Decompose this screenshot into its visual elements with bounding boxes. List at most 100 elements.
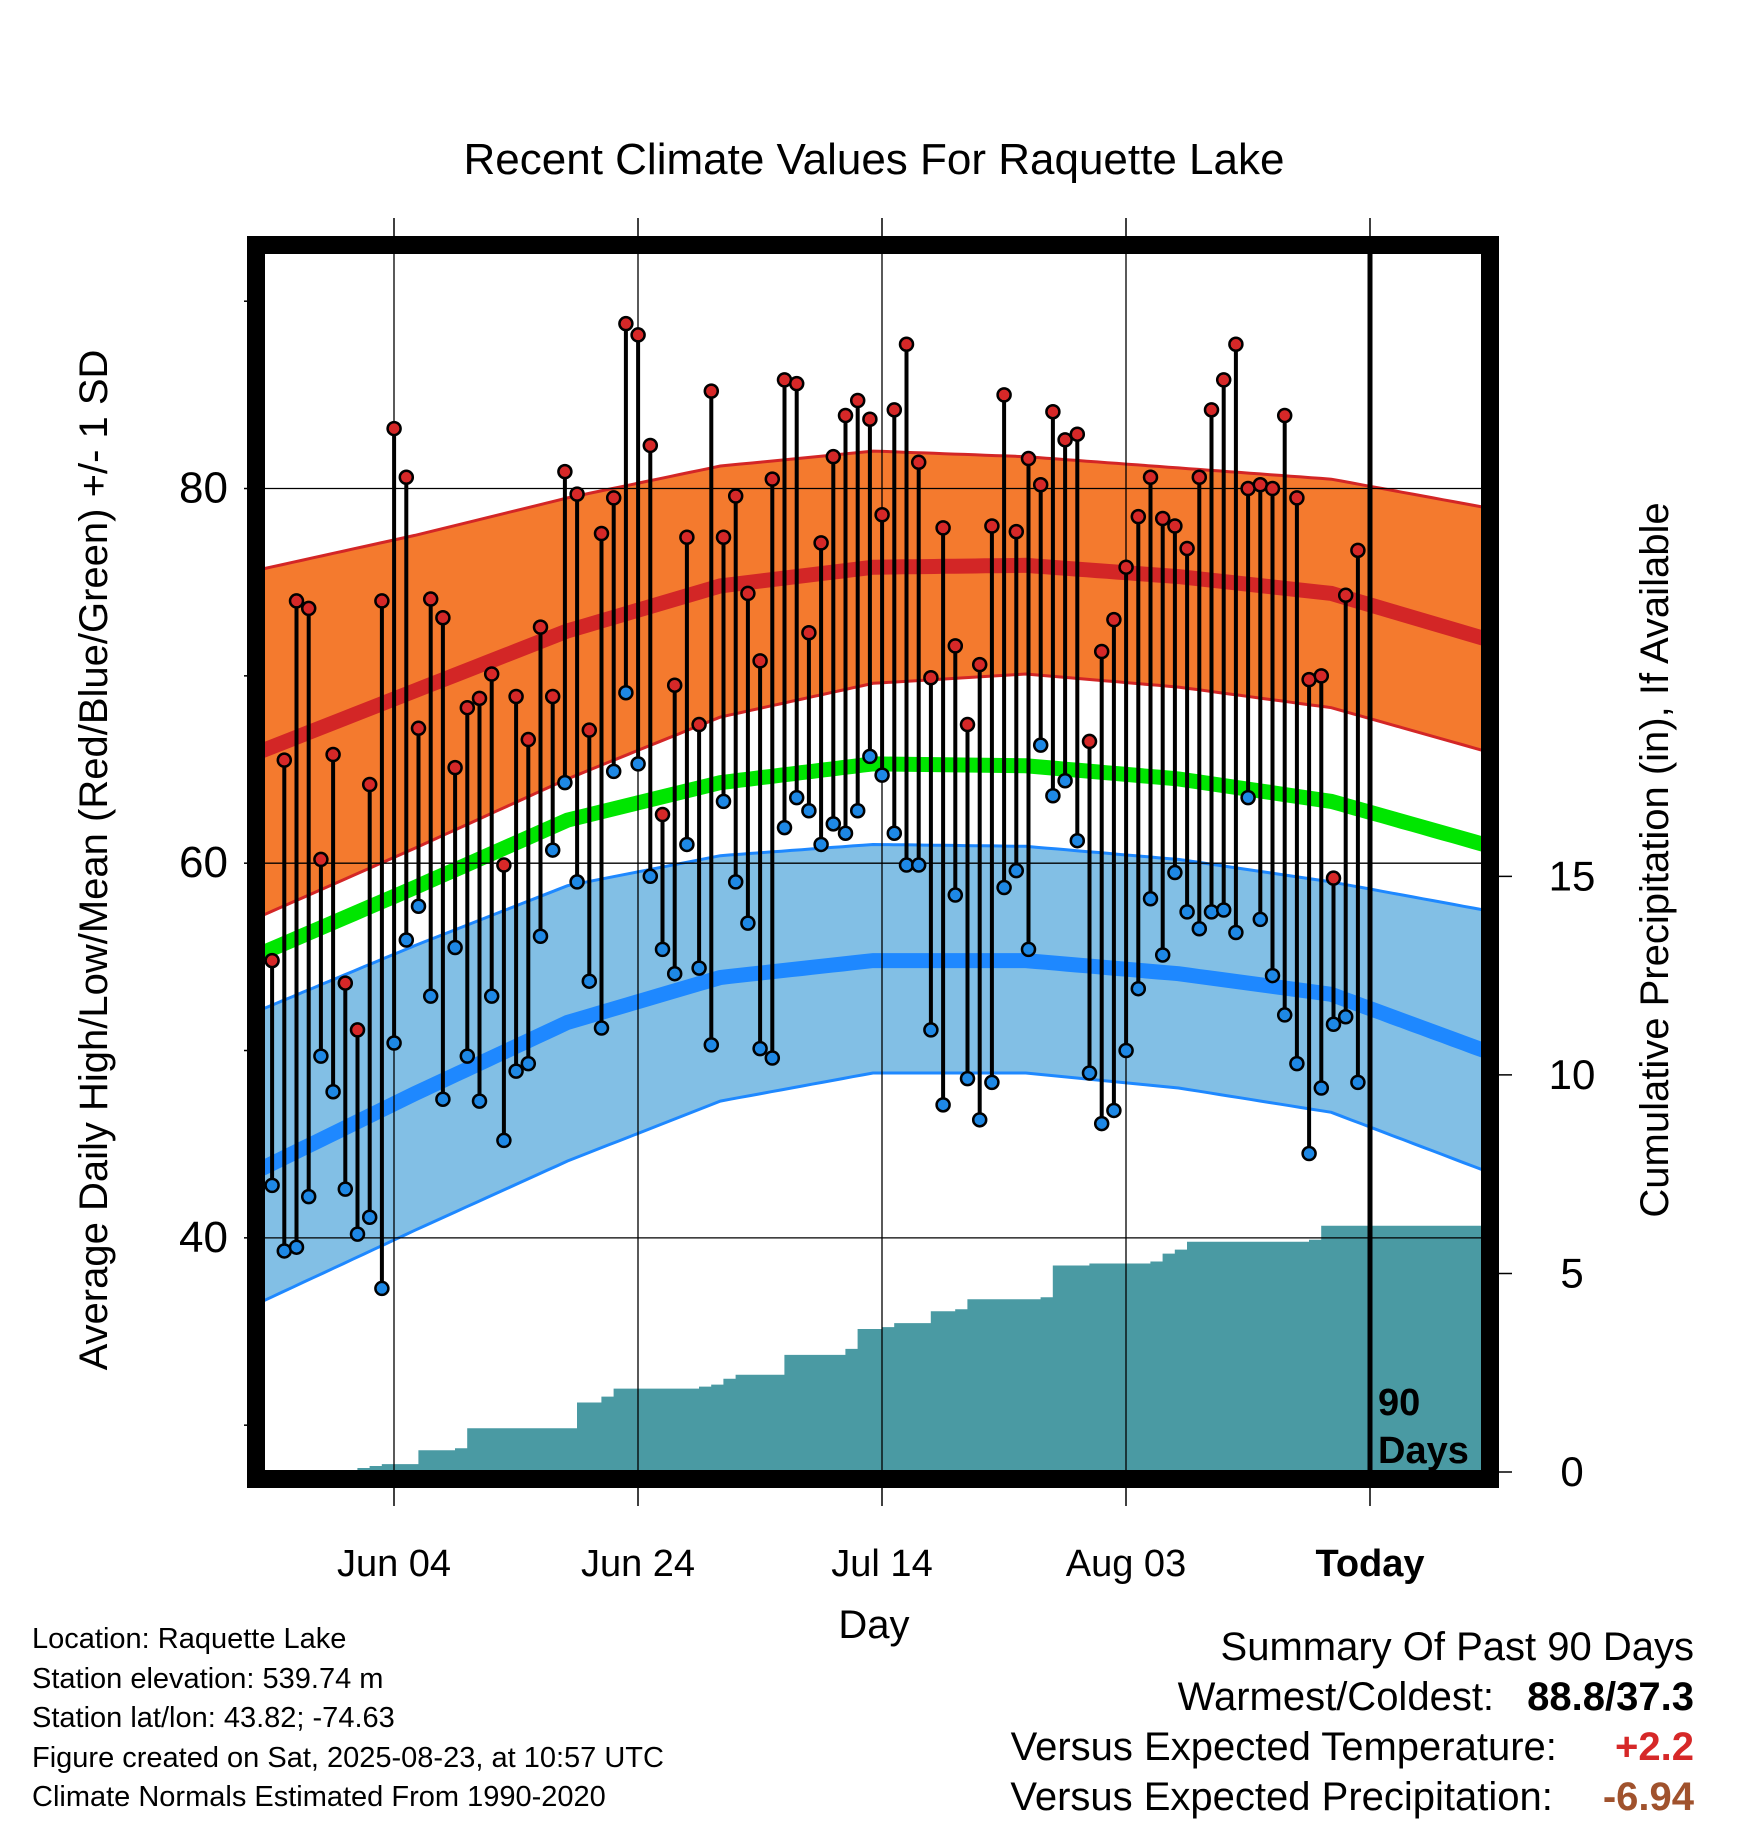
low-point <box>1154 947 1171 963</box>
low-point <box>776 819 793 836</box>
low-point <box>971 1112 988 1128</box>
y-axis-left-label: Average Daily High/Low/Mean (Red/Blue/Gr… <box>72 350 116 1371</box>
low-point <box>874 767 890 783</box>
high-point <box>1020 450 1037 467</box>
high-point <box>910 454 927 471</box>
high-point <box>1118 559 1134 575</box>
high-point <box>1350 542 1366 559</box>
low-point <box>1081 1065 1098 1081</box>
low-point <box>910 857 927 873</box>
low-point <box>1142 891 1159 907</box>
low-point <box>715 793 732 810</box>
high-point <box>886 402 903 418</box>
low-point <box>398 932 415 948</box>
low-point <box>569 874 585 890</box>
high-point <box>1057 432 1073 448</box>
high-point <box>520 731 537 748</box>
high-point <box>1081 733 1098 750</box>
x-tick-label: Today <box>1315 1543 1424 1585</box>
high-point <box>837 407 854 424</box>
low-point <box>984 1074 1000 1091</box>
y-left-tick-label: 40 <box>179 1213 228 1262</box>
low-point <box>788 789 805 806</box>
low-point <box>264 1177 280 1194</box>
low-point <box>923 1022 939 1038</box>
low-point <box>813 836 829 853</box>
low-point <box>1350 1074 1366 1091</box>
low-point <box>1179 904 1195 920</box>
high-point <box>374 593 390 609</box>
low-point <box>996 879 1012 896</box>
high-point <box>1276 407 1293 424</box>
low-point <box>471 1093 488 1109</box>
low-point <box>337 1181 354 1197</box>
low-point <box>288 1239 305 1255</box>
high-point <box>959 716 976 733</box>
x-tick-label: Jul 14 <box>831 1543 932 1585</box>
high-point <box>1325 870 1342 886</box>
high-point <box>508 688 524 705</box>
high-point <box>288 593 305 609</box>
summary-heading: Summary Of Past 90 Days <box>1220 1625 1694 1669</box>
high-point <box>642 437 659 454</box>
high-point <box>1045 403 1061 420</box>
low-point <box>1264 967 1281 984</box>
high-point <box>276 752 293 768</box>
high-point <box>1313 668 1330 684</box>
x-tick-label: Jun 24 <box>581 1543 695 1585</box>
low-point <box>410 898 427 915</box>
low-point <box>1118 1042 1134 1059</box>
high-point <box>1289 490 1305 506</box>
high-point <box>666 677 683 693</box>
low-point <box>1313 1080 1330 1096</box>
high-point <box>593 525 610 542</box>
low-point <box>862 748 878 765</box>
temp-departure-value: +2.2 <box>1615 1725 1694 1769</box>
low-point <box>557 774 573 791</box>
low-point <box>630 756 646 772</box>
y-left-tick-label: 80 <box>179 464 228 513</box>
low-point <box>386 1035 402 1051</box>
low-point <box>679 836 695 853</box>
high-point <box>703 383 720 399</box>
high-point <box>1228 336 1244 353</box>
low-point <box>935 1097 951 1113</box>
low-point <box>764 1050 781 1066</box>
low-point <box>1057 773 1073 789</box>
low-point <box>703 1037 720 1053</box>
high-point <box>984 518 1000 534</box>
low-point <box>959 1070 976 1087</box>
low-point <box>1106 1102 1122 1119</box>
low-point <box>508 1063 524 1079</box>
warm-cold-value: 88.8/37.3 <box>1527 1675 1694 1719</box>
low-point <box>313 1048 329 1064</box>
low-point <box>752 1040 768 1057</box>
x-axis-label: Day <box>838 1603 909 1647</box>
high-point <box>1008 523 1025 540</box>
today-days-label: 90 <box>1378 1382 1420 1424</box>
low-point <box>1093 1115 1110 1132</box>
location-text: Location: Raquette Lake <box>32 1623 347 1655</box>
low-point <box>947 887 964 903</box>
high-point <box>1106 611 1122 628</box>
low-point <box>740 915 756 931</box>
high-point <box>727 488 744 504</box>
station-info: Location: Raquette Lake Station elevatio… <box>32 1620 664 1818</box>
low-point <box>459 1048 476 1064</box>
high-point <box>532 619 549 635</box>
low-point <box>1228 924 1244 941</box>
low-lower-line <box>262 1071 1484 1303</box>
y-right-tick-label: 15 <box>1549 852 1596 899</box>
low-point <box>1032 737 1049 753</box>
low-point <box>447 939 463 956</box>
y-right-tick-label: 0 <box>1560 1448 1583 1495</box>
high-point <box>740 585 756 602</box>
high-point <box>605 490 622 506</box>
high-point <box>618 315 634 332</box>
low-point <box>483 988 500 1004</box>
high-point <box>1203 402 1220 418</box>
low-point <box>1130 980 1147 997</box>
high-sd-band <box>262 451 1484 916</box>
high-point <box>422 591 439 607</box>
